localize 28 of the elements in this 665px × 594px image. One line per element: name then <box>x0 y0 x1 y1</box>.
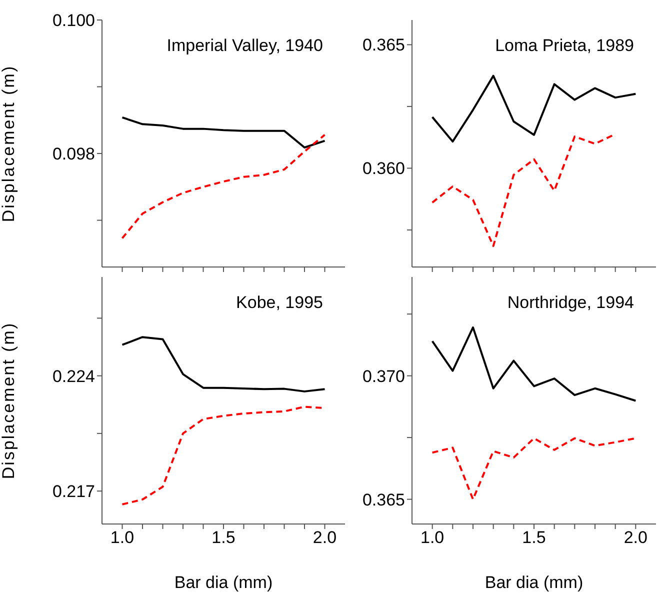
text: Loma Prieta, 1989 <box>495 36 634 56</box>
y-axis-title: Displacement (m) <box>0 64 18 222</box>
y-axis-title: Displacement (m) <box>0 322 18 480</box>
y-tick-label: 0.098 <box>52 144 95 164</box>
line-series <box>431 437 637 500</box>
line-series <box>121 336 326 392</box>
x-tick-label: 1.5 <box>212 528 236 548</box>
x-tick-label: 1.5 <box>522 528 546 548</box>
x-tick-label: 2.0 <box>624 528 648 548</box>
y-tick-label: 0.224 <box>52 366 95 386</box>
x-axis-title: Bar dia (mm) <box>174 573 273 592</box>
x-tick-label: 1.0 <box>420 528 444 548</box>
y-tick-label: 0.370 <box>362 366 405 386</box>
line-series <box>431 74 637 143</box>
text: Kobe, 1995 <box>236 293 323 313</box>
y-tick-label: 0.217 <box>52 482 95 502</box>
x-axis-title: Bar dia (mm) <box>484 573 584 592</box>
line-series <box>121 116 326 149</box>
x-tick-label: 2.0 <box>312 528 337 548</box>
text: Imperial Valley, 1940 <box>166 36 323 56</box>
x-tick-label: 1.0 <box>110 528 134 548</box>
y-tick-label: 0.365 <box>362 36 405 55</box>
y-tick-label: 0.360 <box>362 159 405 178</box>
y-tick-label: 0.365 <box>362 490 405 510</box>
line-series <box>431 326 637 402</box>
y-tick-label: 0.100 <box>52 11 95 30</box>
text: Northridge, 1994 <box>507 293 634 313</box>
line-series <box>121 134 326 240</box>
